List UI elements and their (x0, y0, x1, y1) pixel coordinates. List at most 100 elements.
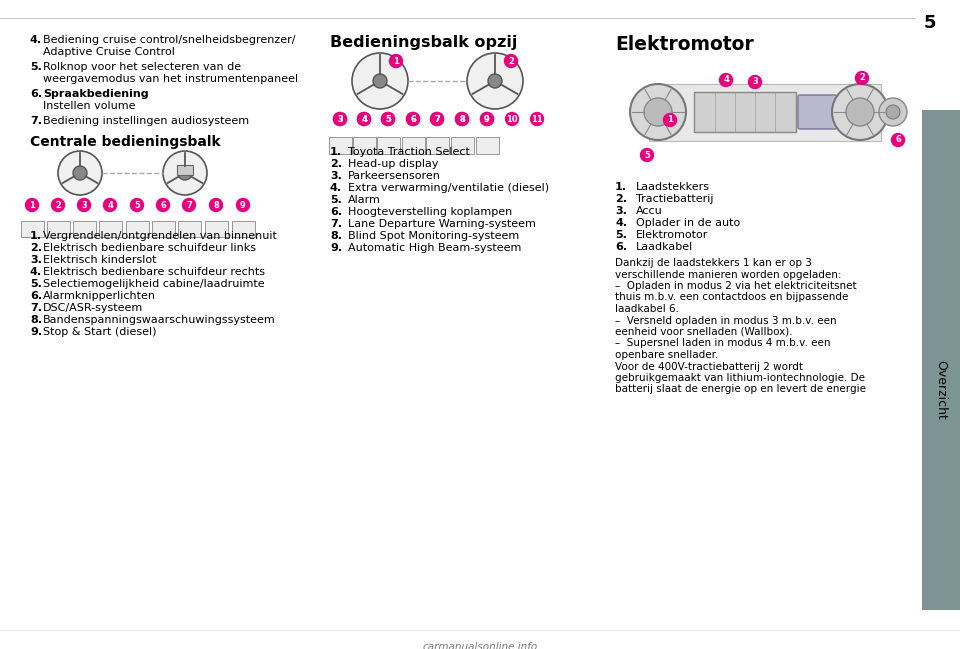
Circle shape (156, 199, 170, 212)
FancyBboxPatch shape (425, 136, 448, 154)
Circle shape (58, 151, 102, 195)
Circle shape (640, 149, 654, 162)
FancyBboxPatch shape (204, 221, 228, 236)
Circle shape (333, 112, 347, 125)
FancyBboxPatch shape (649, 84, 881, 141)
Text: 8.: 8. (330, 231, 342, 241)
Circle shape (886, 105, 900, 119)
Text: Stop & Start (diesel): Stop & Start (diesel) (43, 327, 156, 337)
Text: 8: 8 (459, 114, 465, 123)
Text: Extra verwarming/ventilatie (diesel): Extra verwarming/ventilatie (diesel) (348, 183, 549, 193)
Text: 5: 5 (644, 151, 650, 160)
Circle shape (406, 112, 420, 125)
Text: 4: 4 (723, 75, 729, 84)
Circle shape (131, 199, 143, 212)
FancyBboxPatch shape (694, 92, 796, 132)
FancyBboxPatch shape (178, 221, 201, 236)
Text: 5: 5 (385, 114, 391, 123)
Text: 5.: 5. (615, 230, 627, 240)
Text: Lane Departure Warning-systeem: Lane Departure Warning-systeem (348, 219, 536, 229)
Text: 5.: 5. (330, 195, 342, 205)
Text: eenheid voor snelladen (Wallbox).: eenheid voor snelladen (Wallbox). (615, 327, 793, 337)
Text: 7.: 7. (30, 116, 42, 126)
FancyBboxPatch shape (401, 136, 424, 154)
Circle shape (467, 53, 523, 109)
Text: 9: 9 (240, 201, 246, 210)
FancyBboxPatch shape (328, 136, 351, 154)
Text: 5: 5 (924, 14, 936, 32)
Circle shape (236, 199, 250, 212)
Text: 9: 9 (484, 114, 490, 123)
FancyBboxPatch shape (376, 136, 399, 154)
Circle shape (333, 112, 347, 125)
Text: 6: 6 (895, 136, 900, 145)
Text: Bediening cruise control/snelheidsbegrenzer/: Bediening cruise control/snelheidsbegren… (43, 35, 296, 45)
Text: 6: 6 (160, 201, 166, 210)
Circle shape (855, 71, 869, 84)
Text: 3.: 3. (615, 206, 627, 216)
Circle shape (531, 112, 543, 125)
Text: carmanualsonline.info: carmanualsonline.info (422, 642, 538, 649)
Text: 8: 8 (459, 114, 465, 123)
Text: 4.: 4. (615, 218, 627, 228)
Text: Automatic High Beam-systeem: Automatic High Beam-systeem (348, 243, 521, 253)
Circle shape (430, 112, 444, 125)
Text: 2.: 2. (615, 194, 627, 204)
FancyBboxPatch shape (231, 221, 254, 236)
Text: batterij slaat de energie op en levert de energie: batterij slaat de energie op en levert d… (615, 384, 866, 395)
Text: 6.: 6. (615, 242, 627, 252)
Text: 1.: 1. (615, 182, 627, 192)
Text: 2: 2 (55, 201, 60, 210)
Circle shape (488, 74, 502, 88)
Circle shape (663, 114, 677, 127)
Text: 1: 1 (667, 116, 673, 125)
FancyBboxPatch shape (46, 221, 69, 236)
Text: 6: 6 (410, 114, 416, 123)
Text: Elektrisch bedienbare schuifdeur links: Elektrisch bedienbare schuifdeur links (43, 243, 256, 253)
Text: weergavemodus van het instrumentenpaneel: weergavemodus van het instrumentenpaneel (43, 74, 299, 84)
Text: Voor de 400V-tractiebatterij 2 wordt: Voor de 400V-tractiebatterij 2 wordt (615, 361, 803, 371)
Circle shape (481, 112, 493, 125)
Text: 3: 3 (337, 114, 343, 123)
Text: 6.: 6. (30, 291, 42, 301)
Text: 1: 1 (29, 201, 35, 210)
Circle shape (892, 134, 904, 147)
Circle shape (373, 74, 387, 88)
Text: 1.: 1. (30, 231, 42, 241)
Circle shape (506, 112, 518, 125)
Text: Tractiebatterij: Tractiebatterij (636, 194, 713, 204)
Text: Adaptive Cruise Control: Adaptive Cruise Control (43, 47, 175, 57)
Text: 2: 2 (859, 73, 865, 82)
Circle shape (430, 112, 444, 125)
Text: –  Opladen in modus 2 via het elektriciteitsnet: – Opladen in modus 2 via het elektricite… (615, 281, 856, 291)
Text: 7.: 7. (330, 219, 342, 229)
Text: 2: 2 (508, 56, 514, 66)
Circle shape (357, 112, 371, 125)
Circle shape (381, 112, 395, 125)
FancyBboxPatch shape (352, 136, 375, 154)
FancyBboxPatch shape (20, 221, 43, 236)
Text: Laadstekkers: Laadstekkers (636, 182, 710, 192)
Text: Blind Spot Monitoring-systeem: Blind Spot Monitoring-systeem (348, 231, 519, 241)
Text: 4: 4 (108, 201, 113, 210)
FancyBboxPatch shape (475, 136, 498, 154)
Text: DSC/ASR-systeem: DSC/ASR-systeem (43, 303, 143, 313)
FancyBboxPatch shape (177, 165, 193, 175)
Text: Elektromotor: Elektromotor (615, 35, 754, 54)
Circle shape (209, 199, 223, 212)
Text: 4: 4 (361, 114, 367, 123)
Text: Bediening instellingen audiosysteem: Bediening instellingen audiosysteem (43, 116, 250, 126)
Text: Head-up display: Head-up display (348, 159, 439, 169)
Text: Vergrendelen/ontgrendelen van binnenuit: Vergrendelen/ontgrendelen van binnenuit (43, 231, 276, 241)
FancyBboxPatch shape (450, 136, 473, 154)
Text: Alarmknipperlichten: Alarmknipperlichten (43, 291, 156, 301)
Text: 4.: 4. (30, 267, 42, 277)
Text: 5: 5 (134, 201, 140, 210)
Text: 4: 4 (361, 114, 367, 123)
Text: 1.: 1. (330, 147, 342, 157)
Circle shape (481, 112, 493, 125)
Circle shape (406, 112, 420, 125)
Text: –  Supersnel laden in modus 4 m.b.v. een: – Supersnel laden in modus 4 m.b.v. een (615, 339, 830, 349)
Circle shape (832, 84, 888, 140)
Circle shape (52, 199, 64, 212)
